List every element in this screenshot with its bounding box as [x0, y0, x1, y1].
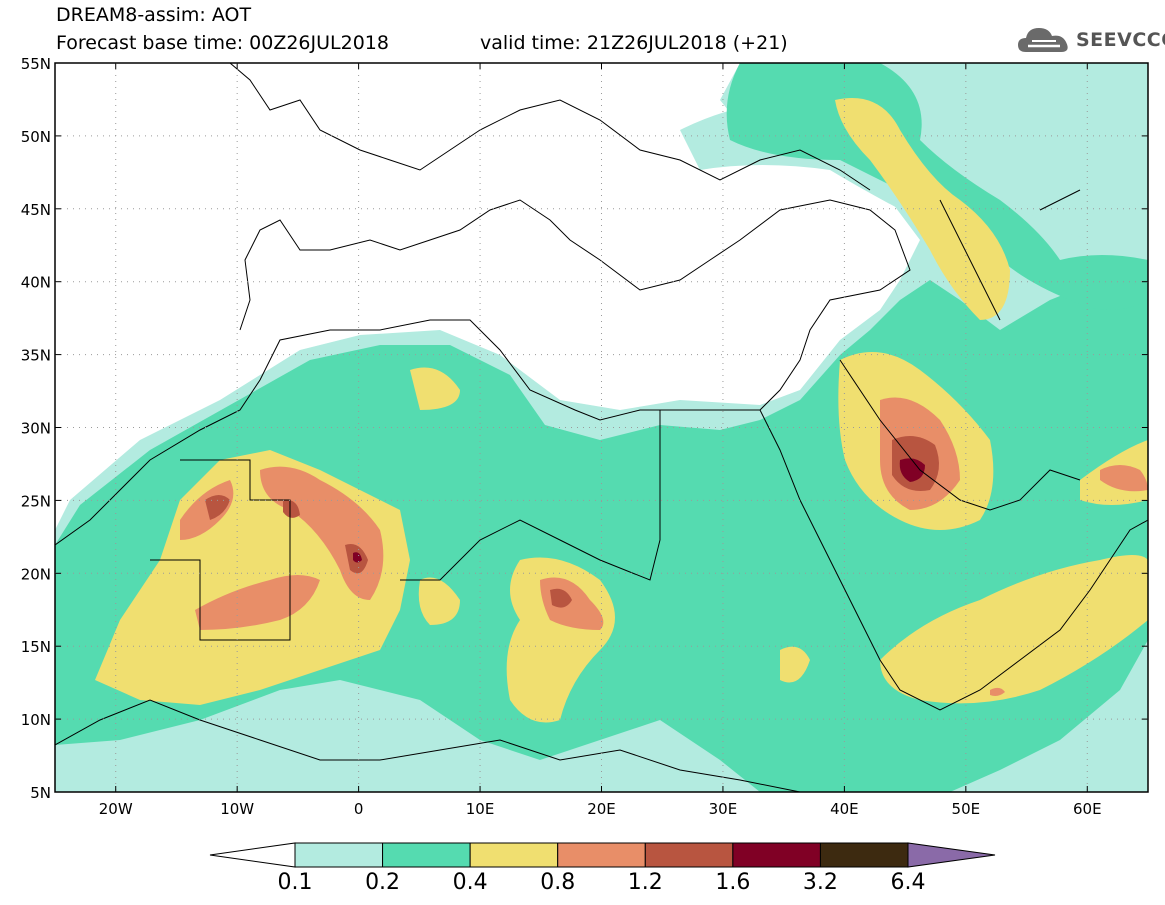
- longitude-labels: 20W 10W 0 10E 20E 30E 40E 50E 60E: [99, 800, 1102, 818]
- seevccc-logo: SEEVCCC: [1016, 20, 1165, 60]
- lon-label: 50E: [952, 800, 981, 818]
- colorbar-level-label: 3.2: [802, 870, 838, 895]
- lat-label: 45N: [21, 201, 51, 219]
- lat-label: 25N: [21, 492, 51, 510]
- colorbar-level-label: 0.4: [452, 870, 488, 895]
- colorbar-over-arrow: [907, 842, 996, 868]
- colorbar-level-label: 0.1: [277, 870, 313, 895]
- valid-time: valid time: 21Z26JUL2018 (+21): [480, 32, 788, 54]
- forecast-base-time: Forecast base time: 00Z26JUL2018: [56, 32, 389, 54]
- colorbar-bin: [819, 842, 909, 868]
- lon-label: 10E: [466, 800, 495, 818]
- colorbar-level-label: 6.4: [890, 870, 926, 895]
- colorbar-level-label: 1.6: [715, 870, 751, 895]
- lat-label: 5N: [30, 784, 51, 802]
- lat-label: 40N: [21, 274, 51, 292]
- logo-text: SEEVCCC: [1076, 29, 1165, 51]
- colorbar-bin: [469, 842, 559, 868]
- colorbar-level-label: 0.2: [365, 870, 401, 895]
- coastlines: [55, 63, 1148, 792]
- colorbar: [209, 842, 996, 868]
- colorbar-bin: [557, 842, 646, 868]
- lon-label: 60E: [1073, 800, 1102, 818]
- colorbar-bin: [644, 842, 734, 868]
- lat-label: 50N: [21, 128, 51, 146]
- map-title: DREAM8-assim: AOT: [56, 4, 252, 26]
- colorbar-bin: [294, 842, 384, 868]
- lon-label: 0: [354, 800, 364, 818]
- lat-label: 10N: [21, 711, 51, 729]
- colorbar-bin: [732, 842, 821, 868]
- lon-label: 10W: [220, 800, 254, 818]
- lat-label: 55N: [21, 55, 51, 73]
- lat-label: 15N: [21, 638, 51, 656]
- lat-label: 20N: [21, 565, 51, 583]
- lon-label: 20W: [99, 800, 133, 818]
- colorbar-under-arrow: [209, 842, 296, 868]
- colorbar-level-label: 0.8: [540, 870, 576, 895]
- graticule: [55, 63, 1148, 792]
- axis-ticks: [55, 62, 1148, 793]
- colorbar-level-label: 1.2: [627, 870, 663, 895]
- lon-label: 40E: [830, 800, 859, 818]
- cloud-icon: [1018, 28, 1068, 52]
- colorbar-bin: [382, 842, 471, 868]
- lon-label: 30E: [709, 800, 738, 818]
- latitude-labels: 5N 10N 15N 20N 25N 30N 35N 40N 45N 50N 55N: [21, 55, 51, 802]
- lat-label: 30N: [21, 420, 51, 438]
- lat-label: 35N: [21, 347, 51, 365]
- lon-label: 20E: [587, 800, 616, 818]
